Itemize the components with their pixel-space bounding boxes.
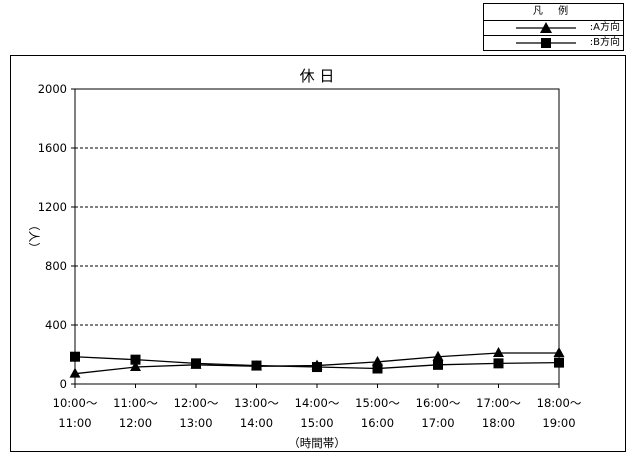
legend-marker-square bbox=[516, 38, 576, 48]
data-point-triangle bbox=[493, 347, 504, 358]
chart-title: 休 日 bbox=[300, 67, 335, 85]
legend-marker-triangle bbox=[516, 22, 576, 33]
x-tick-label: 12:00 bbox=[119, 416, 152, 430]
x-tick-label: 15:00 bbox=[300, 416, 333, 430]
legend-label-b: :B方向 bbox=[589, 37, 620, 48]
y-tick-label: 2000 bbox=[38, 82, 67, 96]
data-point-square bbox=[554, 357, 564, 368]
y-tick-label: 1600 bbox=[38, 141, 67, 155]
x-tick-label: 15:00～ bbox=[355, 396, 400, 410]
x-tick-label: 14:00～ bbox=[295, 396, 340, 410]
data-point-square bbox=[312, 362, 322, 373]
x-tick-label: 19:00 bbox=[542, 416, 575, 430]
legend-item-a: :A方向 bbox=[484, 20, 623, 35]
x-tick-label: 17:00 bbox=[421, 416, 454, 430]
legend-label-a: :A方向 bbox=[589, 22, 620, 33]
y-tick-label: 800 bbox=[45, 259, 67, 273]
data-point-triangle bbox=[372, 355, 383, 366]
data-point-triangle bbox=[553, 347, 565, 358]
data-point-square bbox=[191, 358, 201, 369]
data-point-square bbox=[433, 359, 443, 370]
plot-area bbox=[74, 88, 560, 385]
x-tick-label: 16:00 bbox=[361, 416, 394, 430]
data-point-square bbox=[372, 363, 383, 374]
data-point-triangle bbox=[130, 361, 141, 372]
y-tick-label: 1200 bbox=[38, 200, 67, 214]
data-point-triangle bbox=[69, 367, 81, 378]
x-axis-label: （時間帯） bbox=[288, 436, 346, 450]
y-tick-label: 0 bbox=[60, 377, 67, 391]
data-point-square bbox=[251, 360, 262, 371]
x-tick-label: 13:00 bbox=[179, 416, 212, 430]
series bbox=[69, 347, 565, 378]
x-tick-label: 18:00～ bbox=[537, 396, 582, 410]
data-point-square bbox=[493, 358, 504, 369]
x-tick-label: 11:00 bbox=[58, 416, 91, 430]
grid bbox=[75, 147, 559, 326]
x-tick-label: 17:00～ bbox=[476, 396, 521, 410]
data-point-square bbox=[70, 351, 80, 362]
x-tick-label: 11:00～ bbox=[113, 396, 158, 410]
x-axis: 10:00～ 11:00 11:00～ 12:00 12:00～ 13:00 13:00～ 1… bbox=[53, 384, 582, 430]
x-tick-label: 16:00～ bbox=[416, 396, 461, 410]
x-tick-label: 12:00～ bbox=[174, 396, 219, 410]
x-tick-label: 13:00～ bbox=[234, 396, 279, 410]
legend-item-b: :B方向 bbox=[484, 35, 623, 50]
data-point-triangle bbox=[432, 350, 444, 361]
y-axis-label: （人） bbox=[27, 219, 41, 254]
x-tick-label: 18:00 bbox=[482, 416, 515, 430]
legend-title: 凡 例 bbox=[532, 6, 575, 17]
x-tick-label: 14:00 bbox=[240, 416, 273, 430]
y-tick-label: 400 bbox=[45, 318, 67, 332]
chart-frame bbox=[10, 55, 626, 452]
data-point-square bbox=[130, 354, 141, 365]
x-tick-label: 10:00～ bbox=[53, 396, 98, 410]
legend: 凡 例 :A方向 :B方向 bbox=[483, 3, 624, 51]
y-axis: 0 400 800 1200 1600 2000 bbox=[38, 82, 75, 391]
